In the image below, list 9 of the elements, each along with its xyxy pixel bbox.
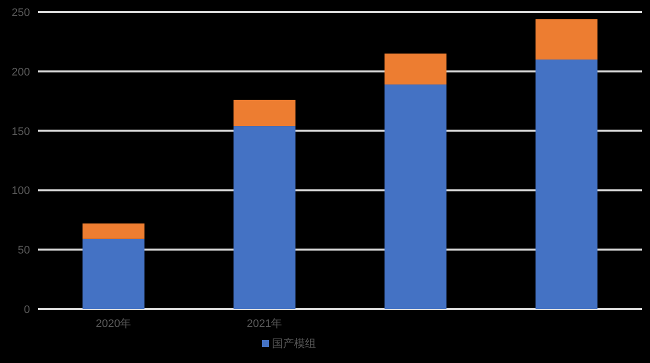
ytick: 150: [12, 126, 30, 138]
ytick: 200: [12, 66, 30, 78]
ytick: 100: [12, 185, 30, 198]
ytick: 0: [24, 304, 30, 316]
legend-label: 国产模组: [272, 338, 316, 350]
ytick: 250: [12, 7, 30, 19]
ytick: 50: [18, 244, 30, 257]
xtick: 2020年: [96, 318, 132, 330]
xtick: 2021年: [246, 318, 282, 330]
